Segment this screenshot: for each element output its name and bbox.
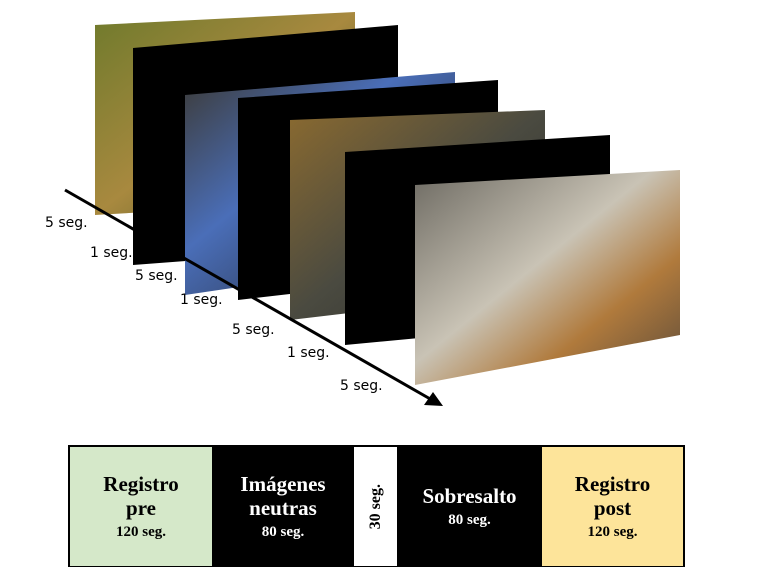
duration-label: 5 seg. — [135, 268, 178, 284]
phase-title: Imágenes neutras — [240, 472, 326, 520]
phase-block: 30 seg. — [354, 447, 397, 566]
timeline-bar: Registro pre 120 seg. Imágenes neutras 80 s… — [68, 445, 685, 567]
phase-block: Registro pre 120 seg. — [70, 447, 212, 566]
time-arrow — [64, 188, 433, 402]
phase-duration: 120 seg. — [587, 524, 638, 540]
phase-duration: 80 seg. — [261, 524, 305, 540]
duration-label: 5 seg. — [45, 215, 88, 231]
phase-block: Registro post 120 seg. — [542, 447, 683, 566]
phase-block: Imágenes neutras 80 seg. — [212, 447, 354, 566]
duration-label: 1 seg. — [287, 345, 330, 361]
stimulus-stack: 5 seg.1 seg.5 seg.1 seg.5 seg.1 seg.5 se… — [45, 12, 680, 406]
duration-label: 5 seg. — [232, 322, 275, 338]
arrow-head — [424, 392, 443, 406]
phase-duration: 120 seg. — [116, 524, 166, 540]
phase-block: Sobresalto 80 seg. — [397, 447, 542, 566]
phase-title: Registro pre — [103, 472, 179, 520]
duration-label: 1 seg. — [90, 245, 133, 261]
photo — [415, 170, 680, 385]
phase-duration: 80 seg. — [448, 512, 491, 528]
duration-label: 5 seg. — [340, 378, 383, 394]
phase-duration: 30 seg. — [366, 483, 384, 530]
phase-title: Registro post — [574, 472, 651, 520]
duration-label: 1 seg. — [180, 292, 223, 308]
phase-title: Sobresalto — [422, 484, 517, 508]
